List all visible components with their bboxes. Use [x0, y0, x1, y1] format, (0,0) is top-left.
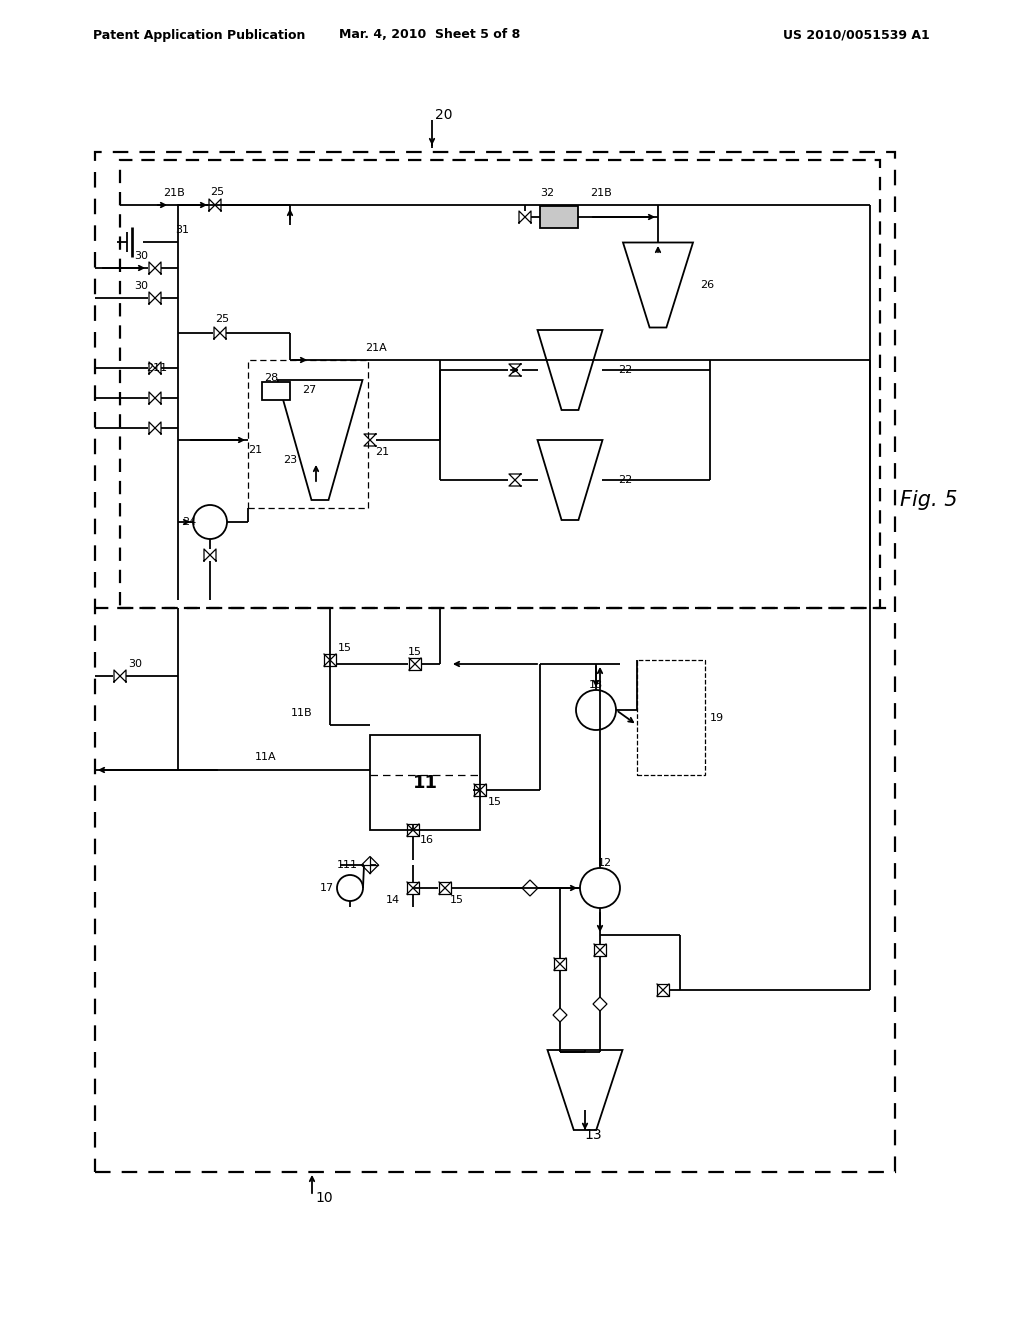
- Text: 11B: 11B: [291, 708, 312, 718]
- Text: 22: 22: [618, 366, 632, 375]
- Text: 21B: 21B: [590, 187, 611, 198]
- Bar: [370, 735, 480, 830]
- Circle shape: [580, 869, 620, 908]
- Text: 17: 17: [319, 883, 334, 894]
- Text: 30: 30: [128, 659, 142, 669]
- Text: 11A: 11A: [255, 752, 276, 762]
- Text: 21A: 21A: [365, 343, 387, 352]
- Text: 21: 21: [375, 447, 389, 457]
- Text: 11: 11: [413, 774, 437, 792]
- Bar: [637, 660, 705, 775]
- Polygon shape: [522, 880, 538, 896]
- Polygon shape: [538, 440, 602, 520]
- Text: 111: 111: [337, 861, 358, 870]
- Polygon shape: [623, 243, 693, 327]
- Text: 16: 16: [420, 836, 434, 845]
- Circle shape: [337, 875, 362, 902]
- Bar: [540, 206, 578, 228]
- Text: 20: 20: [435, 108, 453, 121]
- Polygon shape: [553, 1008, 567, 1022]
- Text: 211: 211: [145, 363, 167, 374]
- Text: 31: 31: [175, 224, 189, 235]
- Circle shape: [193, 506, 227, 539]
- Text: 12: 12: [598, 858, 612, 869]
- Text: Mar. 4, 2010  Sheet 5 of 8: Mar. 4, 2010 Sheet 5 of 8: [339, 29, 520, 41]
- Text: 28: 28: [264, 374, 279, 383]
- Bar: [248, 360, 368, 508]
- Text: 27: 27: [302, 385, 316, 395]
- Text: 15: 15: [338, 643, 352, 653]
- Text: Fig. 5: Fig. 5: [900, 490, 957, 510]
- Text: 15: 15: [488, 797, 502, 807]
- Polygon shape: [538, 330, 602, 411]
- Text: 18: 18: [589, 680, 603, 690]
- Text: 15: 15: [408, 647, 422, 657]
- Text: 23: 23: [283, 455, 297, 465]
- Bar: [120, 160, 880, 609]
- Text: US 2010/0051539 A1: US 2010/0051539 A1: [783, 29, 930, 41]
- Text: Patent Application Publication: Patent Application Publication: [93, 29, 305, 41]
- Text: 21B: 21B: [163, 187, 184, 198]
- Text: 25: 25: [215, 314, 229, 323]
- Text: 14: 14: [386, 895, 400, 906]
- Circle shape: [575, 690, 616, 730]
- Text: 22: 22: [618, 475, 632, 484]
- Text: 21: 21: [248, 445, 262, 455]
- Text: 15: 15: [450, 895, 464, 906]
- Text: 10: 10: [315, 1191, 333, 1205]
- Bar: [262, 381, 290, 400]
- Text: 32: 32: [540, 187, 554, 198]
- Polygon shape: [278, 380, 362, 500]
- Text: 30: 30: [134, 251, 148, 261]
- Bar: [95, 152, 895, 1172]
- Text: 13: 13: [584, 1129, 602, 1142]
- Polygon shape: [593, 997, 607, 1011]
- Text: 25: 25: [210, 187, 224, 197]
- Text: 30: 30: [134, 281, 148, 290]
- Text: 24: 24: [181, 517, 196, 527]
- Polygon shape: [548, 1049, 623, 1130]
- Text: 19: 19: [710, 713, 724, 723]
- Text: 26: 26: [700, 280, 714, 290]
